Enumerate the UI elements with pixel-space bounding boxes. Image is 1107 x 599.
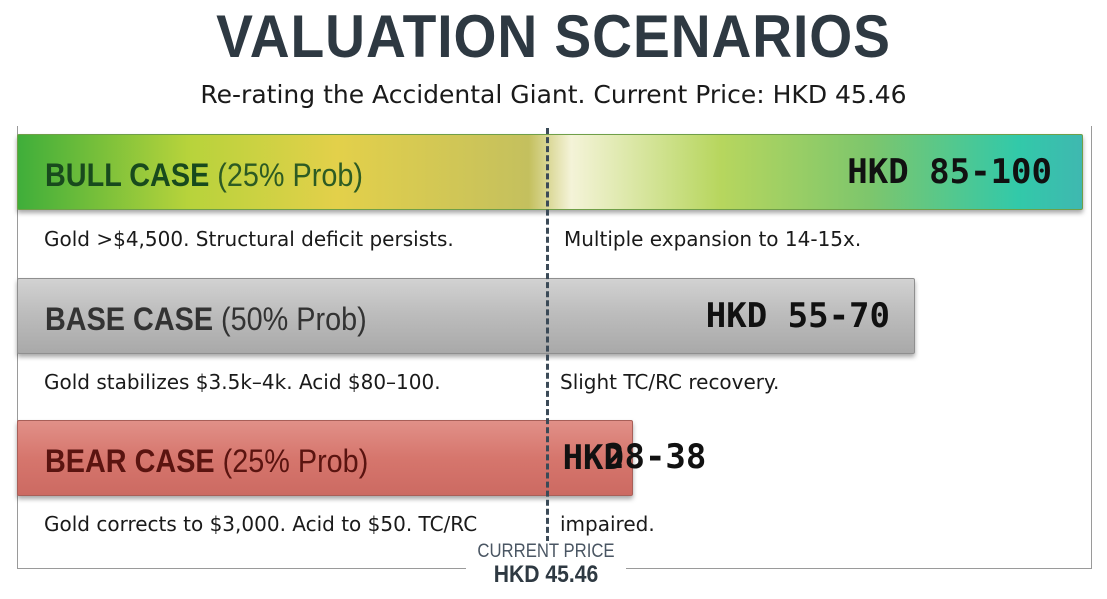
bull-case-bar: BULL CASE (25% Prob) HKD 85-100 (17, 134, 1083, 210)
bull-case-price-range: HKD 85-100 (847, 152, 1052, 192)
bear-note-right: impaired. (560, 512, 655, 536)
bull-case-probability: (25% Prob) (217, 157, 363, 193)
bull-case-name: BULL CASE (45, 157, 210, 193)
base-case-probability: (50% Prob) (221, 301, 367, 337)
bear-case-probability: (25% Prob) (222, 443, 369, 479)
bear-note-left: Gold corrects to $3,000. Acid to $50. TC… (44, 512, 478, 536)
current-price-value: HKD 45.46 (493, 561, 599, 588)
page-title: VALUATION SCENARIOS (216, 3, 891, 70)
current-price-marker: CURRENT PRICE HKD 45.46 (466, 541, 626, 599)
bull-case-label: BULL CASE (25% Prob) (45, 157, 363, 194)
bear-case-bar: BEAR CASE (25% Prob) HKD (17, 420, 633, 496)
current-price-label: CURRENT PRICE (477, 541, 615, 562)
current-price-line (546, 128, 549, 542)
bull-note-right: Multiple expansion to 14-15x. (564, 227, 862, 251)
base-note-right: Slight TC/RC recovery. (560, 370, 780, 394)
bear-case-label: BEAR CASE (25% Prob) (45, 443, 368, 480)
base-case-name: BASE CASE (45, 301, 214, 337)
base-case-price-range: HKD 55-70 (705, 296, 890, 336)
base-case-label: BASE CASE (50% Prob) (45, 301, 367, 338)
bear-case-price-range: 28-38 (604, 437, 707, 477)
base-case-bar: BASE CASE (50% Prob) HKD 55-70 (17, 278, 915, 354)
bear-case-price-prefix: HKD (562, 438, 624, 478)
bull-note-left: Gold >$4,500. Structural deficit persist… (44, 227, 454, 251)
page-subtitle: Re-rating the Accidental Giant. Current … (200, 80, 907, 109)
base-note-left: Gold stabilizes $3.5k–4k. Acid $80–100. (44, 370, 441, 394)
bear-case-name: BEAR CASE (45, 443, 215, 479)
